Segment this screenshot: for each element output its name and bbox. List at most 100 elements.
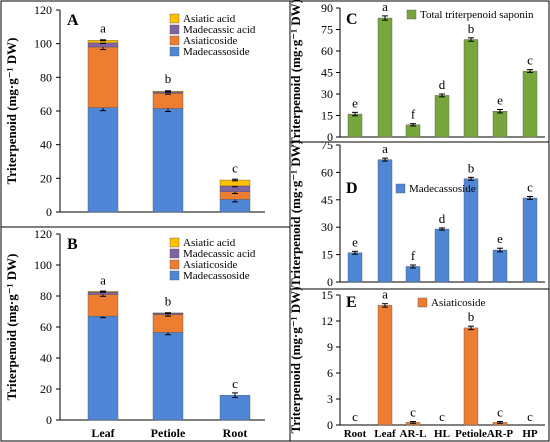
significance-letter: c [410, 405, 416, 420]
panel-label: E [346, 294, 357, 311]
bar-asiaticoside-leaf [377, 305, 393, 426]
chart-panel-e: 0 3 6 9 12 15 Triterpenoid (mg·g⁻¹ DW) Ec a c c b c c… [288, 286, 545, 440]
y-axis-title-name: Triterpenoid [288, 360, 303, 434]
bar-asiaticoside-leaf [87, 294, 119, 317]
bar-total-triterpenoid-saponin-leaf [377, 17, 393, 138]
legend-label: Asiaticoside [431, 297, 485, 309]
legend-label: Asiaticoside [183, 259, 237, 271]
y-tick-label: 75 [321, 138, 333, 152]
significance-letter: a [382, 141, 388, 156]
x-tick-label: AR-P [487, 428, 514, 440]
significance-letter: c [439, 409, 445, 424]
y-tick-label: 0 [327, 418, 333, 432]
y-tick-label: 3 [327, 392, 333, 406]
y-axis-title-unit: (mg·g⁻¹ DW) [4, 253, 19, 326]
legend-swatch [169, 13, 180, 24]
significance-letter: b [165, 71, 172, 86]
y-tick-label: 20 [40, 382, 52, 396]
significance-letter: e [352, 234, 358, 249]
y-tick-label: 15 [321, 248, 333, 262]
y-tick-label: 9 [327, 340, 333, 354]
y-axis-title-unit: (mg·g⁻¹ DW) [288, 140, 303, 213]
y-tick-label: 30 [321, 220, 333, 234]
y-tick-label: 0 [46, 413, 52, 427]
legend-label: Madecassoside [409, 183, 476, 195]
y-tick-label: 100 [34, 37, 52, 51]
y-tick-label: 0 [46, 205, 52, 219]
x-tick-label: Petiole [151, 426, 186, 440]
bar-madecassoside-root [347, 252, 363, 283]
bar-madecassoside-ar-p [492, 249, 508, 283]
y-tick-label: 30 [321, 87, 333, 101]
legend-swatch [417, 297, 428, 308]
bar-asiaticoside-petiole [152, 93, 184, 109]
bar-total-triterpenoid-saponin-ar-l [405, 124, 421, 138]
legend-label: Asiatic acid [183, 13, 236, 25]
legend-swatch [169, 259, 180, 270]
legend-label: Madecassoside [183, 270, 250, 282]
legend-label: Asiaticoside [183, 35, 237, 47]
significance-letter: c [232, 160, 238, 175]
chart-panel-a: 0 20 40 60 80 100 120 Triterpenoid (mg·g⁻¹ DW) A… [4, 3, 265, 219]
bar-total-triterpenoid-saponin-hl [434, 95, 450, 138]
legend-swatch [169, 24, 180, 35]
x-tick-label: AR-L [400, 428, 427, 440]
y-axis-title: Triterpenoid (mg·g⁻¹ DW) [288, 286, 303, 433]
bar-madecassoside-leaf [87, 315, 119, 421]
bar-madecassoside-leaf [377, 159, 393, 283]
y-tick-label: 120 [34, 3, 52, 17]
legend-swatch [406, 9, 417, 20]
y-tick-label: 60 [40, 320, 52, 334]
significance-letter: a [382, 0, 388, 14]
y-tick-label: 60 [321, 44, 333, 58]
significance-letter: b [165, 294, 172, 309]
y-tick-label: 90 [321, 1, 333, 15]
significance-letter: e [352, 95, 358, 110]
y-tick-label: 6 [327, 366, 333, 380]
bar-madecassoside-hp [522, 197, 538, 283]
y-axis-title-unit: (mg·g⁻¹ DW) [288, 0, 303, 72]
y-tick-label: 20 [40, 171, 52, 185]
x-tick-label: HP [522, 428, 538, 440]
legend-swatch [169, 248, 180, 259]
y-tick-label: 120 [34, 227, 52, 241]
y-tick-label: 75 [321, 23, 333, 37]
y-tick-label: 15 [321, 109, 333, 123]
significance-letter: e [497, 231, 503, 246]
y-tick-label: 60 [40, 104, 52, 118]
y-tick-label: 100 [34, 258, 52, 272]
significance-letter: b [468, 309, 475, 324]
y-tick-label: 0 [327, 275, 333, 289]
panel-label: A [67, 12, 79, 29]
x-tick-label: Leaf [91, 426, 115, 440]
y-axis-title-unit: (mg·g⁻¹ DW) [288, 286, 303, 359]
y-axis-title-name: Triterpenoid [4, 327, 19, 401]
panel-label: D [346, 180, 358, 197]
significance-letter: c [527, 180, 533, 195]
bar-madecassoside-leaf [87, 107, 119, 213]
legend-label: Madecassic acid [183, 248, 256, 260]
significance-letter: c [232, 376, 238, 391]
bar-asiaticoside-leaf [87, 46, 119, 108]
legend-swatch [169, 237, 180, 248]
significance-letter: d [439, 211, 446, 226]
y-tick-label: 80 [40, 289, 52, 303]
significance-letter: f [411, 248, 416, 263]
bar-total-triterpenoid-saponin-root [347, 113, 363, 138]
significance-letter: c [497, 405, 503, 420]
significance-letter: b [468, 160, 475, 175]
y-axis-title: Triterpenoid (mg·g⁻¹ DW) [288, 0, 303, 146]
significance-letter: d [439, 77, 446, 92]
legend-swatch [169, 46, 180, 57]
chart-panel-c: 0 15 30 45 60 75 90 Triterpenoid (mg·g⁻¹ DW) Ce a… [288, 0, 545, 146]
bar-madecassoside-ar-l [405, 266, 421, 283]
bar-asiaticoside-petiole [463, 327, 479, 426]
significance-letter: c [352, 409, 358, 424]
y-axis-title: Triterpenoid (mg·g⁻¹ DW) [288, 140, 303, 287]
significance-letter: f [411, 107, 416, 122]
y-tick-label: 12 [321, 314, 333, 328]
y-tick-label: 80 [40, 70, 52, 84]
y-tick-label: 40 [40, 138, 52, 152]
significance-letter: a [382, 287, 388, 302]
significance-letter: c [527, 409, 533, 424]
